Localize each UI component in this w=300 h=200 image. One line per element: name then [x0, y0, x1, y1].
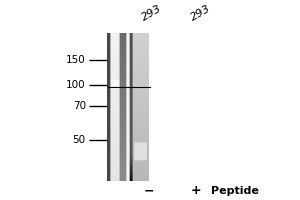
Text: Peptide: Peptide	[211, 186, 259, 196]
Text: 150: 150	[66, 55, 86, 65]
Text: 293: 293	[189, 3, 212, 22]
Text: 70: 70	[73, 101, 86, 111]
Text: −: −	[143, 184, 154, 197]
Text: 100: 100	[66, 80, 86, 90]
Text: +: +	[191, 184, 202, 197]
Text: 50: 50	[73, 135, 86, 145]
Text: 293: 293	[140, 3, 163, 22]
